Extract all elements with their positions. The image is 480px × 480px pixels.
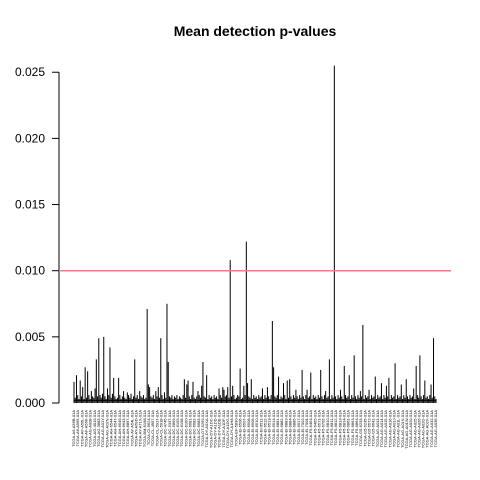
x-tick-label: TCGA-AG-A01W-01A	[404, 410, 409, 449]
x-tick-label: TCGA-AG-A02X-01A	[425, 410, 430, 448]
x-tick-label: TCGA-EI-7004-01A	[304, 410, 309, 445]
y-tick-label: 0.015	[15, 198, 45, 212]
x-tick-label: TCGA-DC-6681-01A	[188, 410, 193, 447]
x-tick-label: TCGA-AH-6547-01A	[113, 410, 118, 447]
x-tick-label: TCGA-AG-4015-01A	[92, 410, 97, 447]
x-tick-label: TCGA-EI-6507-01A	[242, 410, 247, 445]
x-tick-label: TCGA-EI-6512-01A	[262, 410, 267, 445]
x-tick-label: TCGA-AH-6549-01A	[117, 410, 122, 447]
x-tick-label: TCGA-DC-6155-01A	[175, 410, 180, 447]
x-tick-label: TCGA-DY-A1DF-01A	[221, 410, 226, 448]
x-tick-label: TCGA-G5-6235-01A	[362, 410, 367, 447]
x-tick-label: TCGA-AH-6643-01A	[121, 410, 126, 447]
x-tick-label: TCGA-DC-6683-01A	[196, 410, 201, 447]
x-tick-label: TCGA-A6-A56B-01A	[71, 410, 76, 447]
x-tick-label: TCGA-AG-A036-01A	[433, 410, 438, 448]
x-tick-label: TCGA-AG-A011-01A	[375, 410, 380, 447]
x-tick-label: TCGA-AG-3883-01A	[96, 410, 101, 447]
x-tick-label: TCGA-F5-6863-01A	[350, 410, 355, 446]
x-tick-label: TCGA-F5-6465-01A	[312, 410, 317, 446]
x-tick-label: TCGA-DY-A1H8-01A	[229, 410, 234, 448]
x-tick-label: TCGA-DY-A0XA-01A	[204, 410, 209, 448]
x-tick-label: TCGA-AY-A69D-01A	[133, 410, 138, 447]
x-tick-label: TCGA-F5-6571-01A	[317, 410, 322, 446]
x-tick-label: TCGA-EI-6508-01A	[246, 410, 251, 445]
x-tick-label: TCGA-DC-5869-01A	[171, 410, 176, 447]
x-tick-label: TCGA-DY-A1DD-01A	[213, 410, 218, 448]
x-tick-label: TCGA-DY-A1DG-01A	[225, 410, 230, 449]
y-tick-label: 0.010	[15, 264, 45, 278]
x-tick-label: TCGA-DY-A1DC-01A	[208, 410, 213, 448]
x-tick-label: TCGA-G5-6233-01A	[358, 410, 363, 447]
x-tick-label: TCGA-AH-6544-01A	[109, 410, 114, 447]
x-tick-label: TCGA-CL-5918-01A	[158, 410, 163, 447]
x-tick-label: TCGA-F5-6702-01A	[321, 410, 326, 446]
x-tick-label: TCGA-AG-A026-01A	[416, 410, 421, 448]
x-tick-label: TCGA-EF-5830-01A	[233, 410, 238, 447]
x-tick-label: TCGA-CI-6624-01A	[146, 410, 151, 445]
x-tick-label: TCGA-AG-A01N-01A	[400, 410, 405, 448]
x-tick-label: TCGA-EI-6509-01A	[250, 410, 255, 445]
x-tick-label: TCGA-F5-6810-01A	[325, 410, 330, 446]
x-tick-label: TCGA-EI-6885-01A	[292, 410, 297, 445]
x-tick-label: TCGA-AG-A015-01A	[383, 410, 388, 448]
x-tick-label: TCGA-G5-6572-01A	[366, 410, 371, 447]
x-tick-label: TCGA-AG-A02N-01A	[104, 410, 109, 448]
x-tick-label: TCGA-G5-6641-01A	[371, 410, 376, 447]
x-tick-label: TCGA-AG-A01L-01A	[396, 410, 401, 448]
x-tick-label: TCGA-AY-A54L-01A	[129, 410, 134, 447]
x-tick-label: TCGA-EI-7002-01A	[300, 410, 305, 445]
x-tick-label: TCGA-AG-A008-01A	[88, 410, 93, 448]
x-tick-label: TCGA-CL-5917-01A	[154, 410, 159, 447]
x-tick-label: TCGA-AF-A56K-01A	[84, 410, 89, 447]
x-tick-label: TCGA-EI-6883-01A	[283, 410, 288, 445]
x-tick-label: TCGA-DC-6682-01A	[192, 410, 197, 447]
x-tick-label: TCGA-F5-6813-01A	[337, 410, 342, 446]
x-tick-label: TCGA-F5-6811-01A	[329, 410, 334, 446]
x-tick-label: TCGA-AG-A025-01A	[412, 410, 417, 448]
x-tick-label: TCGA-F5-6814-01A	[342, 410, 347, 446]
x-tick-label: TCGA-BM-6198-01A	[142, 410, 147, 447]
x-tick-label: TCGA-EI-6514-01A	[271, 410, 276, 445]
x-tick-label: TCGA-DC-5337-01A	[167, 410, 172, 447]
x-tick-label: TCGA-AG-A01Y-01A	[100, 410, 105, 448]
x-tick-label: TCGA-AY-A71X-01A	[138, 410, 143, 447]
y-tick-label: 0.000	[15, 396, 45, 410]
x-tick-label: TCGA-DC-4745-01A	[163, 410, 168, 447]
x-tick-label: TCGA-EI-6884-01A	[287, 410, 292, 445]
x-tick-label: TCGA-EI-6511-01A	[258, 410, 263, 445]
x-tick-label: TCGA-AG-A01J-01A	[391, 410, 396, 447]
x-tick-label: TCGA-DC-6158-01A	[179, 410, 184, 447]
x-tick-label: TCGA-AG-A02G-01A	[421, 410, 426, 449]
x-tick-label: TCGA-EI-6917-01A	[296, 410, 301, 445]
x-tick-label: TCGA-DY-A1DE-01A	[217, 410, 222, 448]
y-tick-label: 0.020	[15, 131, 45, 145]
x-tick-label: TCGA-F5-6464-01A	[308, 410, 313, 446]
x-tick-label: TCGA-F5-6864-01A	[354, 410, 359, 446]
x-tick-label: TCGA-AG-A032-01A	[429, 410, 434, 448]
x-tick-label: TCGA-EI-6510-01A	[254, 410, 259, 445]
x-tick-label: TCGA-AF-A56L-01A	[79, 410, 84, 447]
bar-series	[73, 65, 437, 403]
x-tick-label: TCGA-F5-6861-01A	[346, 410, 351, 446]
x-tick-label: TCGA-EI-6513-01A	[267, 410, 272, 445]
y-axis: 0.000 0.005 0.010 0.015 0.020 0.025	[15, 65, 60, 410]
x-tick-label: TCGA-A6-A565-01A	[75, 410, 80, 447]
x-tick-label: TCGA-CL-4957-01A	[150, 410, 155, 447]
x-tick-label: TCGA-AH-6897-01A	[125, 410, 130, 447]
x-axis-sample-labels: TCGA-A6-A56B-01A TCGA-A6-A565-01A TCGA-AF-…	[71, 410, 438, 449]
y-tick-label: 0.025	[15, 65, 45, 79]
x-tick-label: TCGA-F5-6812-01A	[333, 410, 338, 446]
x-tick-label: TCGA-EI-6881-01A	[275, 410, 280, 445]
y-tick-label: 0.005	[15, 330, 45, 344]
chart-title: Mean detection p-values	[174, 23, 337, 39]
x-tick-label: TCGA-AG-A014-01A	[379, 410, 384, 448]
x-tick-label: TCGA-DC-6160-01A	[183, 410, 188, 447]
x-tick-label: TCGA-EI-6506-01A	[237, 410, 242, 445]
x-tick-label: TCGA-AG-A020-01A	[408, 410, 413, 448]
x-tick-label: TCGA-EI-6882-01A	[279, 410, 284, 445]
x-tick-label: TCGA-AG-A016-01A	[387, 410, 392, 448]
x-tick-label: TCGA-DT-5265-01A	[200, 410, 205, 447]
